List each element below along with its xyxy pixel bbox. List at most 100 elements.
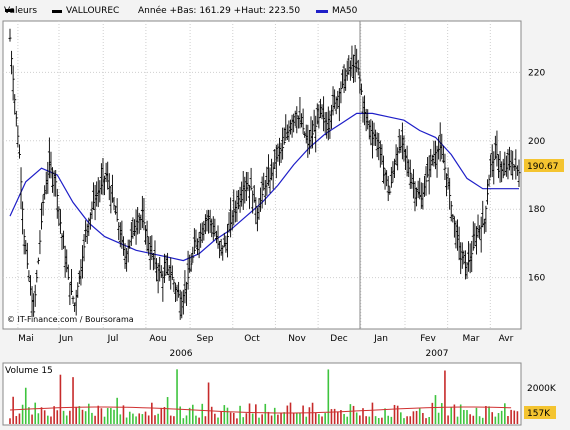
ma50-legend: MA50 [332, 6, 358, 16]
volume-bar [381, 417, 383, 424]
month-label: Dec [330, 334, 347, 344]
volume-bars [9, 369, 519, 424]
volume-bar [299, 412, 301, 424]
volume-bar [132, 413, 134, 424]
y-tick-label: 220 [528, 68, 545, 78]
volume-bar [176, 369, 178, 424]
month-label: Fev [420, 334, 436, 344]
volume-bar [333, 408, 336, 424]
volume-bar [191, 404, 194, 424]
volume-bar [447, 415, 449, 424]
volume-bar [469, 414, 471, 424]
month-label: Nov [288, 334, 306, 344]
volume-bar [488, 406, 490, 424]
volume-bar [346, 416, 349, 424]
volume-bar [330, 409, 333, 424]
volume-bar [321, 416, 323, 424]
volume-bar [154, 415, 156, 424]
volume-bar [166, 397, 169, 424]
volume-bar [327, 369, 330, 424]
volume-bar [251, 413, 254, 424]
volume-bar [292, 412, 295, 424]
volume-bar [163, 407, 166, 424]
volume-bar [384, 408, 386, 424]
volume-bar [24, 387, 27, 424]
volume-bar [485, 406, 487, 424]
month-label: Jul [107, 334, 119, 344]
volume-bar [393, 404, 396, 424]
volume-bar [264, 403, 267, 424]
volume-bar [94, 415, 96, 424]
volume-bar [229, 412, 232, 424]
price-y-axis: 160 180 200 220 [528, 68, 545, 283]
volume-bar [365, 416, 367, 424]
volume-bar [223, 405, 226, 424]
volume-bar [412, 411, 415, 424]
volume-bar [255, 404, 257, 424]
volume-bar [434, 395, 437, 424]
volume-bar [343, 414, 345, 424]
volume-bar [128, 411, 131, 424]
volume-bar [478, 416, 481, 424]
volume-bar [173, 416, 175, 424]
volume-bar [362, 408, 364, 424]
volume-bar [311, 402, 314, 424]
volume-bar [138, 413, 141, 424]
volume-bar [440, 403, 443, 424]
volume-bar [141, 414, 144, 424]
volume-bar [286, 405, 289, 424]
year-label: 2006 [170, 349, 193, 359]
volume-bar [169, 415, 172, 424]
volume-bar [409, 416, 412, 424]
volume-bar [78, 406, 81, 424]
volume-bar [106, 408, 109, 424]
month-label: Mai [18, 334, 34, 344]
volume-bar [28, 407, 30, 424]
ma50-swatch [316, 10, 328, 13]
volume-bar [179, 406, 181, 424]
volume-bar [500, 410, 503, 424]
volume-last: 157K [527, 409, 551, 419]
volume-bar [37, 413, 40, 424]
volume-bar [463, 409, 465, 424]
volume-bar [504, 403, 506, 424]
volume-bar [31, 414, 33, 424]
volume-bar [198, 417, 200, 424]
volume-bar [65, 415, 68, 424]
volume-bar [472, 415, 475, 424]
volume-bar [248, 403, 251, 424]
volume-bar [453, 404, 456, 424]
volume-bar [280, 412, 282, 424]
volume-bar [97, 405, 100, 424]
volume-bar [340, 410, 342, 424]
ticker-swatch [52, 10, 62, 13]
volume-bar [305, 416, 308, 424]
volume-bar [204, 416, 207, 424]
volume-bar [296, 412, 298, 424]
volume-bar [147, 415, 150, 424]
volume-bar [151, 402, 153, 424]
volume-bar [516, 411, 519, 424]
volume-bar [270, 415, 273, 424]
y-tick-label: 200 [528, 137, 545, 147]
volume-bar [314, 412, 317, 424]
volume-bar [207, 382, 210, 424]
volume-bar [336, 411, 339, 424]
y-tick-label: 180 [528, 205, 545, 215]
volume-bar [122, 405, 125, 424]
volume-bar [406, 416, 408, 424]
volume-bar [245, 413, 248, 424]
volume-bar [9, 418, 11, 424]
volume-bar [125, 417, 128, 424]
volume-bar [160, 407, 163, 424]
volume-bar [81, 409, 84, 424]
source-credit: © IT-Finance.com / Boursorama [7, 315, 134, 324]
volume-bar [53, 406, 55, 424]
volume-bar [444, 370, 446, 424]
volume-bar [352, 405, 355, 424]
volume-bar [368, 416, 371, 424]
volume-bar [220, 411, 222, 424]
volume-bar [510, 409, 512, 424]
volume-bar [497, 413, 500, 424]
volume-bar [185, 415, 188, 424]
